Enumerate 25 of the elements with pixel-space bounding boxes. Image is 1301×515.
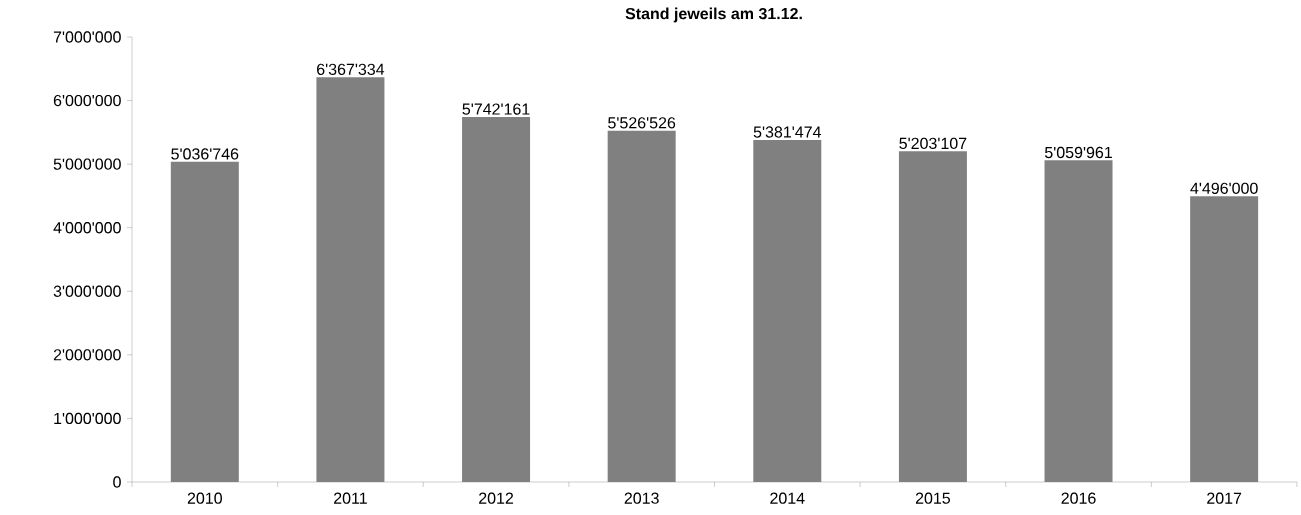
y-tick-label: 3'000'000 (53, 285, 121, 297)
x-tick-label: 2010 (187, 492, 222, 504)
x-tick-label: 2016 (1061, 492, 1096, 504)
y-tick-label: 2'000'000 (53, 349, 121, 361)
data-label: 5'059'961 (1044, 146, 1112, 159)
x-tick-label: 2017 (1207, 492, 1242, 504)
x-tick-label: 2015 (915, 492, 951, 504)
x-tick-label: 2014 (770, 492, 805, 504)
y-tick-label: 5'000'000 (53, 158, 121, 170)
y-tick-label: 0 (113, 476, 121, 488)
data-label: 5'742'161 (462, 103, 530, 115)
x-tick-label: 2012 (479, 492, 514, 504)
y-tick-label: 7'000'000 (53, 31, 121, 43)
y-tick-label: 4'000'000 (53, 222, 121, 234)
data-label: 5'381'474 (753, 126, 822, 138)
data-label: 4'496'000 (1190, 182, 1258, 194)
data-label: 5'036'746 (171, 148, 239, 160)
x-tick-label: 2011 (334, 492, 367, 504)
chart-title: Stand jeweils am 31.12. (625, 7, 802, 23)
data-label: 5'526'526 (608, 117, 676, 129)
data-label: 5'203'107 (899, 137, 967, 150)
x-tick-label: 2013 (624, 492, 659, 504)
y-tick-label: 6'000'000 (53, 94, 121, 107)
y-tick-label: 1'000'000 (54, 412, 121, 425)
data-label: 6'367'334 (317, 63, 385, 76)
